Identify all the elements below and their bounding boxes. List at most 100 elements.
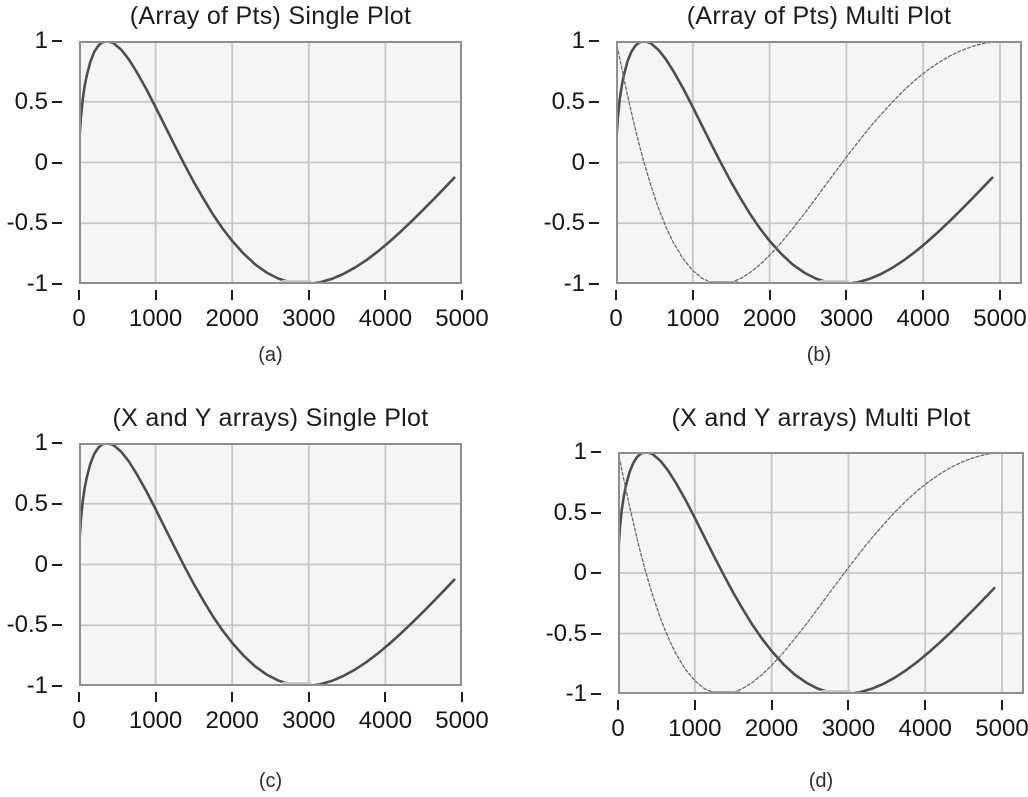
y-axis-tick-label: 0: [573, 559, 587, 586]
x-axis-tick-mark: [1001, 700, 1003, 710]
x-axis-tick-mark: [999, 290, 1001, 300]
plot-canvas: [79, 41, 462, 284]
x-axis-tick-mark: [924, 700, 927, 710]
x-axis-tick-label: 0: [611, 715, 625, 742]
x-axis-tick-mark: [768, 290, 771, 300]
x-axis-tick-mark: [461, 290, 463, 300]
x-axis-tick-label: 5000: [975, 715, 1028, 742]
x-axis-tick-label: 4000: [896, 305, 950, 332]
plot-border: [618, 452, 1024, 694]
graph-title: (X and Y arrays) Single Plot: [112, 404, 429, 432]
x-axis-tick-mark: [78, 692, 80, 702]
y-axis-tick-label: -0.5: [6, 611, 48, 639]
x-axis-tick-label: 3000: [282, 305, 336, 332]
x-axis-tick-label: 1000: [668, 715, 722, 742]
sine-curve: [616, 41, 994, 284]
x-axis-tick-mark: [231, 290, 234, 300]
x-axis-tick-mark: [384, 692, 387, 702]
x-axis-tick-label: 1000: [666, 305, 720, 332]
y-axis-tick-label: 0.5: [14, 489, 48, 517]
plot-border: [616, 41, 1022, 284]
x-axis-tick-mark: [307, 692, 310, 702]
panel-caption: (d): [808, 770, 834, 792]
y-axis-tick-mark: [589, 40, 599, 42]
y-axis-tick-label: 1: [571, 27, 585, 54]
x-axis-tick-label: 4000: [898, 715, 952, 742]
gridlines: [616, 41, 1022, 284]
panel-caption: (c): [258, 770, 283, 792]
x-axis-tick-label: 2000: [744, 715, 799, 742]
x-axis-tick-mark: [693, 700, 696, 710]
y-axis-tick-mark: [52, 502, 62, 505]
x-axis-tick-label: 0: [72, 707, 86, 734]
plot-canvas: [618, 452, 1024, 694]
x-axis-tick-mark: [691, 290, 694, 300]
y-axis-tick-mark: [589, 283, 599, 285]
x-axis-tick-mark: [461, 692, 463, 702]
x-axis-tick-label: 1000: [128, 707, 183, 734]
x-axis-tick-mark: [922, 290, 925, 300]
y-axis-tick-label: 1: [573, 438, 587, 465]
y-axis-tick-mark: [591, 572, 601, 574]
y-axis-tick-mark: [52, 685, 62, 687]
x-axis-tick-label: 5000: [973, 305, 1027, 332]
x-axis-tick-mark: [154, 290, 157, 300]
x-axis-tick-label: 5000: [435, 707, 489, 734]
plot-canvas: [79, 443, 462, 686]
y-axis-tick-label: -1: [26, 270, 48, 297]
sine-curve: [79, 41, 456, 284]
x-axis-tick-label: 0: [609, 305, 623, 332]
y-axis-tick-mark: [591, 451, 601, 453]
x-axis-tick-mark: [384, 290, 387, 300]
graph-title: (Array of Pts) Multi Plot: [686, 2, 952, 30]
x-axis-tick-mark: [78, 290, 80, 300]
cosine-curve: [618, 452, 1003, 694]
sine-curve: [79, 443, 456, 686]
x-axis-tick-mark: [617, 700, 619, 710]
x-axis-tick-label: 2000: [205, 305, 259, 332]
y-axis-tick-mark: [52, 624, 62, 627]
y-axis-tick-mark: [589, 161, 599, 164]
y-axis-tick-mark: [52, 222, 62, 225]
y-axis-tick-label: 1: [34, 27, 48, 54]
x-axis-tick-mark: [615, 290, 617, 300]
y-axis-tick-label: -0.5: [543, 209, 585, 237]
graph-title: (X and Y arrays) Multi Plot: [671, 404, 971, 432]
plot-border: [79, 443, 462, 686]
y-axis-tick-label: 0: [34, 148, 48, 176]
y-axis-tick-mark: [589, 100, 599, 103]
y-axis-tick-mark: [52, 161, 62, 164]
y-axis-tick-label: -1: [563, 270, 585, 297]
plot-border: [79, 41, 462, 284]
x-axis-tick-label: 3000: [282, 707, 336, 734]
y-axis-tick-label: -1: [26, 672, 48, 699]
y-axis-tick-label: 0.5: [551, 87, 585, 115]
x-axis-tick-label: 1000: [128, 305, 183, 332]
x-axis-tick-mark: [231, 692, 234, 702]
x-axis-tick-mark: [845, 290, 848, 300]
y-axis-tick-mark: [52, 40, 62, 42]
x-axis-tick-mark: [770, 700, 773, 710]
x-axis-tick-label: 3000: [821, 715, 876, 742]
y-axis-tick-label: 0: [34, 550, 48, 578]
y-axis-tick-mark: [52, 100, 62, 103]
x-axis-tick-label: 2000: [742, 305, 797, 332]
plot-canvas: [616, 41, 1022, 284]
y-axis-tick-label: -0.5: [545, 619, 587, 647]
y-axis-tick-label: 0.5: [553, 498, 587, 526]
y-axis-tick-mark: [52, 283, 62, 285]
x-axis-tick-label: 5000: [435, 305, 489, 332]
y-axis-tick-label: -1: [565, 680, 587, 707]
y-axis-tick-mark: [591, 511, 601, 514]
y-axis-tick-mark: [591, 632, 601, 635]
y-axis-tick-label: -0.5: [6, 209, 48, 237]
y-axis-tick-mark: [589, 222, 599, 225]
x-axis-tick-label: 0: [72, 305, 86, 332]
x-axis-tick-label: 4000: [358, 305, 413, 332]
y-axis-tick-mark: [52, 442, 62, 444]
y-axis-tick-mark: [52, 563, 62, 566]
x-axis-tick-mark: [847, 700, 850, 710]
graph-title: (Array of Pts) Single Plot: [129, 2, 412, 30]
y-axis-tick-label: 0: [571, 148, 585, 176]
